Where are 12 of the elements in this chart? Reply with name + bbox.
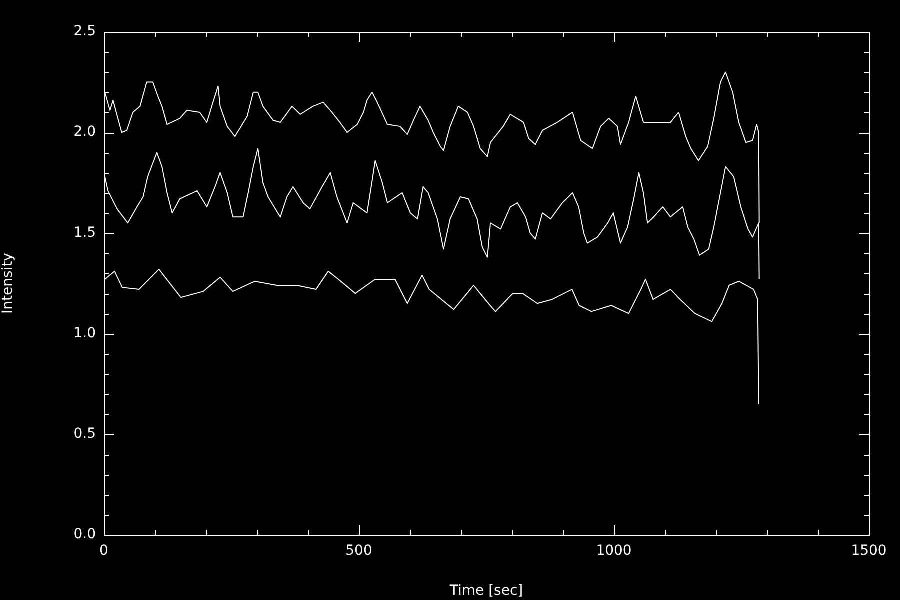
x-tick-label: 1000 (596, 543, 632, 560)
y-tick-label: 0.5 (74, 426, 96, 442)
x-tick-label: 500 (346, 543, 372, 560)
y-tick-label: 1.5 (74, 224, 96, 241)
y-tick-label: 2.5 (74, 24, 96, 40)
y-tick-label: 1.0 (74, 325, 96, 342)
x-axis-title: Time [sec] (448, 583, 524, 600)
y-axis-title: Intensity (0, 253, 16, 314)
x-tick-label: 1500 (851, 543, 887, 560)
y-tick-label: 0.0 (74, 526, 96, 543)
y-tick-label: 2.0 (74, 124, 96, 140)
x-tick-label: 0 (100, 543, 108, 560)
